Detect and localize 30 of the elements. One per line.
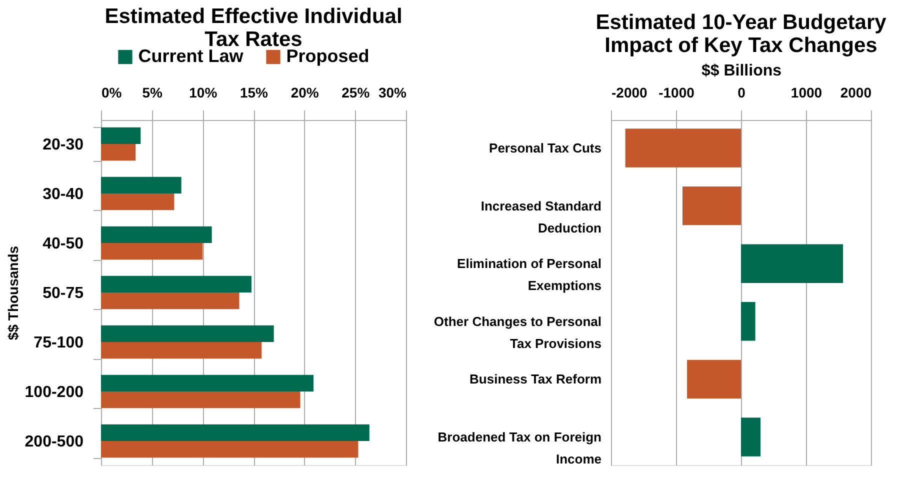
y-tick-label: Business Tax Reform [470,372,602,387]
y-tick-label: 40-50 [42,236,84,252]
x-tick-label: 0 [738,84,746,100]
x-tick-label: -1000 [658,84,695,100]
y-tick-label: 200-500 [24,433,84,450]
y-tick-label: Broadened Tax on Foreign Income [438,429,602,466]
y-tick-label: 20-30 [42,136,84,154]
x-tick-label: 5% [142,84,163,100]
x-tick-label: 15% [240,84,269,100]
x-tick-label: 30% [378,84,408,100]
x-tick-label: -2000 [612,84,648,100]
x-tick-label: 1000 [790,84,822,100]
legend-label: Current Law [138,46,244,66]
y-tick-label: Personal Tax Cuts [489,140,602,156]
x-axis-title: $$ Billions [701,62,782,80]
chart-title: Estimated 10-Year Budgetary Impact of Key Tax Changes [596,11,887,57]
y-tick-label: 75-100 [34,334,84,352]
x-tick-label: 20% [290,84,320,100]
x-tick-label: 10% [189,84,218,100]
y-tick-label: 30-40 [42,186,84,204]
x-tick-label: 0% [102,84,122,100]
y-tick-label: Increased Standard Deduction [480,198,602,236]
y-tick-label: Elimination of Personal Exemptions [457,256,602,294]
y-tick-label: Other Changes to Personal Tax Provisions [434,314,602,351]
y-axis-title: $$ Thousands [4,246,21,340]
legend-label: Proposed [286,46,370,66]
y-tick-label: 50-75 [42,285,84,302]
y-tick-label: 100-200 [24,384,84,401]
x-tick-label: 2000 [840,84,872,100]
x-tick-label: 25% [342,84,370,100]
